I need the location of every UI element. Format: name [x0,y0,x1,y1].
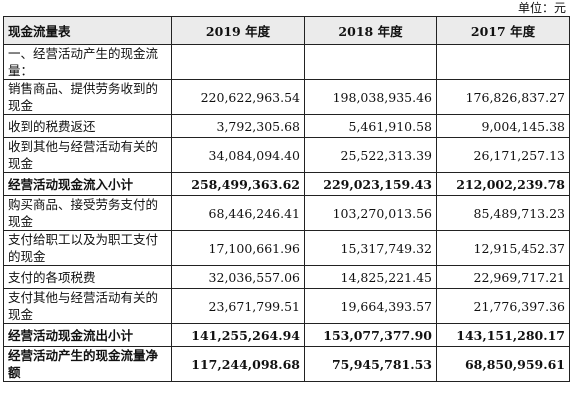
cell-2018: 5,461,910.58 [304,114,437,138]
row-label: 一、经营活动产生的现金流量： [3,44,172,80]
row-label: 经营活动现金流出小计 [3,323,172,347]
cell-2017 [436,44,570,80]
row-label: 支付的各项税费 [3,265,172,289]
column-header-statement: 现金流量表 [3,16,172,45]
row-label: 支付其他与经营活动有关的现金 [3,288,172,324]
cell-2018: 14,825,221.45 [304,265,437,289]
cell-2018: 198,038,935.46 [304,79,437,115]
cell-2017: 176,826,837.27 [436,79,570,115]
table-row-tax-payments: 支付的各项税费 32,036,557.06 14,825,221.45 22,9… [3,265,570,289]
column-header-2017: 2017 年度 [436,16,570,45]
row-label: 经营活动现金流入小计 [3,172,172,196]
cell-2019: 23,671,799.51 [171,288,305,324]
table-row-other-payments: 支付其他与经营活动有关的现金 23,671,799.51 19,664,393.… [3,288,570,324]
cell-2019: 220,622,963.54 [171,79,305,115]
table-row-sales-receipts: 销售商品、提供劳务收到的现金 220,622,963.54 198,038,93… [3,79,570,115]
row-label: 收到其他与经营活动有关的现金 [3,137,172,173]
cell-2018: 103,270,013.56 [304,195,437,231]
cell-2017: 12,915,452.37 [436,230,570,266]
cell-2019: 141,255,264.94 [171,323,305,347]
cell-2019: 34,084,094.40 [171,137,305,173]
cell-2018 [304,44,437,80]
cell-2019: 117,244,098.68 [171,346,305,382]
table-row-purchase-payments: 购买商品、接受劳务支付的现金 68,446,246.41 103,270,013… [3,195,570,231]
cell-2017: 68,850,959.61 [436,346,570,382]
table-header-row: 现金流量表 2019 年度 2018 年度 2017 年度 [3,16,570,45]
table-row-section-operating: 一、经营活动产生的现金流量： [3,44,570,80]
row-label: 经营活动产生的现金流量净额 [3,346,172,382]
cell-2018: 153,077,377.90 [304,323,437,347]
cell-2018: 19,664,393.57 [304,288,437,324]
cash-flow-table: 现金流量表 2019 年度 2018 年度 2017 年度 一、经营活动产生的现… [3,16,570,382]
cell-2019 [171,44,305,80]
cell-2018: 75,945,781.53 [304,346,437,382]
cell-2019: 68,446,246.41 [171,195,305,231]
cell-2017: 22,969,717.21 [436,265,570,289]
cell-2019: 17,100,661.96 [171,230,305,266]
cell-2017: 212,002,239.78 [436,172,570,196]
cell-2018: 15,317,749.32 [304,230,437,266]
table-row-outflow-subtotal: 经营活动现金流出小计 141,255,264.94 153,077,377.90… [3,323,570,347]
cell-2018: 25,522,313.39 [304,137,437,173]
table-row-inflow-subtotal: 经营活动现金流入小计 258,499,363.62 229,023,159.43… [3,172,570,196]
cell-2017: 21,776,397.36 [436,288,570,324]
cell-2019: 258,499,363.62 [171,172,305,196]
table-row-tax-refunds: 收到的税费返还 3,792,305.68 5,461,910.58 9,004,… [3,114,570,138]
cell-2017: 26,171,257.13 [436,137,570,173]
unit-label: 单位：元 [517,1,566,15]
cell-2017: 9,004,145.38 [436,114,570,138]
cell-2018: 229,023,159.43 [304,172,437,196]
cell-2019: 32,036,557.06 [171,265,305,289]
row-label: 购买商品、接受劳务支付的现金 [3,195,172,231]
cell-2019: 3,792,305.68 [171,114,305,138]
column-header-2018: 2018 年度 [304,16,437,45]
cell-2017: 85,489,713.23 [436,195,570,231]
row-label: 支付给职工以及为职工支付的现金 [3,230,172,266]
table-row-employee-payments: 支付给职工以及为职工支付的现金 17,100,661.96 15,317,749… [3,230,570,266]
column-header-2019: 2019 年度 [171,16,305,45]
table-row-other-receipts: 收到其他与经营活动有关的现金 34,084,094.40 25,522,313.… [3,137,570,173]
table-row-net-cash-flow: 经营活动产生的现金流量净额 117,244,098.68 75,945,781.… [3,346,570,382]
row-label: 收到的税费返还 [3,114,172,138]
cell-2017: 143,151,280.17 [436,323,570,347]
row-label: 销售商品、提供劳务收到的现金 [3,79,172,115]
